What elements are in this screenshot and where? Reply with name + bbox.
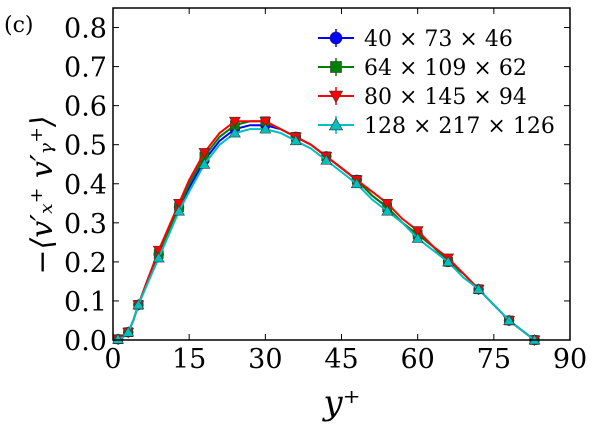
y-tick-label: 0.2 (64, 248, 107, 279)
data-point (381, 205, 394, 216)
data-point (122, 326, 135, 337)
data-point (228, 126, 241, 138)
x-tick-label: 75 (477, 344, 511, 375)
y-axis-title: −⟨v′ₓ⁺ v′ᵧ⁺⟩ (25, 115, 60, 274)
y-tick-label: 0.4 (64, 170, 107, 201)
y-tick-label: 0.7 (64, 53, 107, 84)
data-point (198, 158, 211, 169)
legend-label: 64 × 109 × 62 (364, 56, 527, 81)
y-tick-label: 0.8 (64, 14, 107, 45)
data-point (173, 205, 185, 216)
legend-entry: 40 × 73 × 46 (318, 27, 513, 52)
data-point (198, 148, 211, 159)
legend-label: 128 × 217 × 126 (364, 114, 555, 139)
axis-ticks: 0 15 30 45 60 75 90 0.0 0.1 0.2 0.3 0.4 0.5 0.6 0.7 0.8 (64, 8, 587, 375)
y-tick-label: 0.0 (64, 326, 107, 357)
y-axis-title-group: −⟨v′ₓ⁺ v′ᵧ⁺⟩ (25, 115, 60, 274)
data-point (320, 154, 333, 165)
x-tick-label: 0 (104, 344, 121, 375)
data-point (411, 226, 424, 237)
data-point (350, 177, 363, 189)
data-point (472, 283, 485, 294)
series-line (112, 128, 536, 341)
data-point (228, 116, 241, 128)
y-tick-label: 0.1 (64, 287, 107, 318)
series-layer (112, 116, 541, 347)
legend-marker (329, 31, 343, 45)
x-axis-title: y⁺ (321, 383, 360, 423)
plot-frame (112, 7, 571, 341)
data-point (503, 314, 515, 325)
data-point (442, 255, 455, 267)
x-tick-label: 45 (324, 344, 358, 375)
data-point (259, 116, 272, 128)
panel-label: (c) (4, 13, 34, 38)
x-tick-label: 15 (172, 344, 206, 375)
x-tick-label: 90 (553, 344, 587, 375)
data-point (411, 232, 424, 243)
legend-marker (328, 90, 344, 104)
y-tick-label: 0.5 (64, 131, 107, 162)
series-4 (112, 123, 541, 345)
legend-label: 40 × 73 × 46 (364, 27, 513, 52)
y-tick-label: 0.6 (64, 92, 107, 123)
legend-marker (330, 61, 342, 73)
data-point (381, 198, 394, 210)
legend: 40 × 73 × 46 64 × 109 × 62 80 × 145 × 94 12… (318, 27, 555, 139)
legend-entry: 64 × 109 × 62 (318, 56, 527, 81)
legend-label: 80 × 145 × 94 (364, 85, 527, 110)
x-tick-label: 30 (248, 344, 282, 375)
data-point (132, 298, 145, 310)
data-point (152, 251, 165, 263)
x-tick-label: 60 (400, 344, 434, 375)
data-point (289, 134, 302, 146)
series-2 (112, 116, 540, 345)
legend-marker (328, 117, 344, 131)
y-tick-label: 0.3 (64, 209, 107, 240)
data-point (112, 333, 124, 344)
legend-entry: 128 × 217 × 126 (318, 114, 555, 139)
data-point (259, 123, 272, 134)
legend-entry: 80 × 145 × 94 (318, 85, 527, 110)
